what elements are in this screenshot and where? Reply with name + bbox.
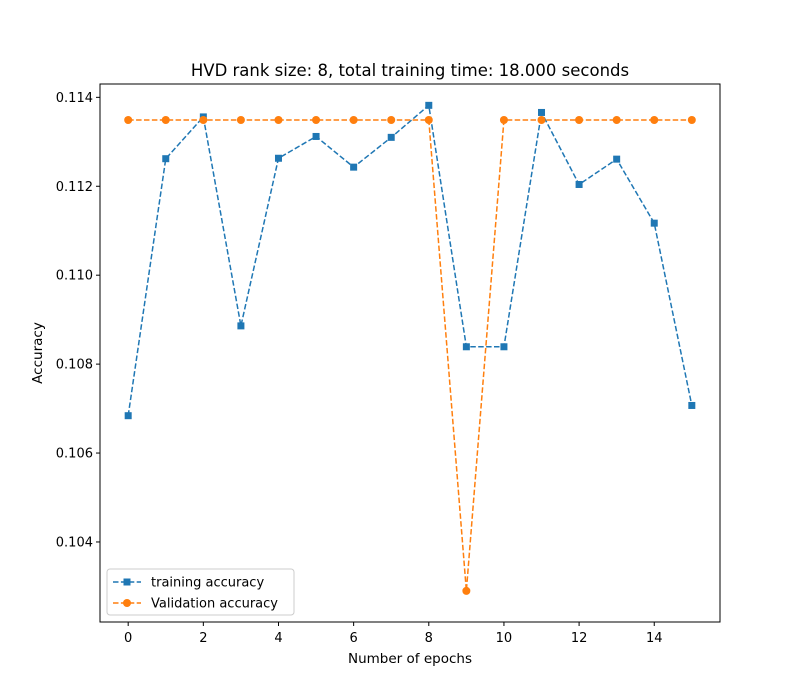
y-tick-label: 0.104	[56, 535, 93, 550]
data-point	[274, 116, 283, 125]
data-point	[575, 116, 584, 125]
data-point	[237, 322, 245, 330]
data-point	[199, 116, 208, 125]
data-point	[312, 132, 320, 140]
data-point	[312, 116, 321, 125]
data-point	[274, 154, 282, 162]
x-tick-label: 6	[349, 631, 357, 646]
data-point	[424, 116, 433, 125]
data-point	[162, 155, 170, 163]
chart-title: HVD rank size: 8, total training time: 1…	[191, 61, 629, 80]
data-point	[613, 155, 621, 163]
data-point	[387, 116, 396, 125]
x-tick-label: 12	[571, 631, 588, 646]
data-point	[124, 412, 132, 420]
data-point	[349, 116, 358, 125]
legend-label-1: Validation accuracy	[151, 597, 278, 612]
y-axis-label: Accuracy	[30, 322, 46, 384]
y-tick-label: 0.110	[56, 269, 93, 284]
x-tick-label: 2	[199, 631, 207, 646]
data-point	[350, 163, 358, 171]
x-tick-label: 8	[425, 631, 433, 646]
y-tick-label: 0.114	[56, 91, 93, 106]
y-axis: 0.104 0.106 0.108 0.110 0.112 0.114	[56, 91, 100, 550]
data-point	[462, 586, 471, 595]
x-tick-label: 10	[496, 631, 513, 646]
plot-frame	[99, 83, 721, 623]
plot-area	[100, 84, 720, 622]
data-point	[650, 219, 658, 227]
y-tick-label: 0.112	[56, 180, 93, 195]
data-point	[688, 401, 696, 409]
data-point	[538, 108, 546, 116]
data-point	[425, 101, 433, 109]
legend-marker-0	[123, 578, 131, 586]
x-tick-label: 14	[646, 631, 663, 646]
data-point	[161, 116, 170, 125]
x-tick-label: 4	[274, 631, 282, 646]
data-point	[387, 133, 395, 141]
y-tick-label: 0.108	[56, 358, 93, 373]
data-point	[612, 116, 621, 125]
legend-box	[106, 568, 295, 616]
data-point	[687, 116, 696, 125]
series-line-0	[127, 103, 693, 416]
data-point	[124, 116, 133, 125]
data-point	[500, 343, 508, 351]
series-layer	[124, 101, 696, 595]
data-point	[650, 116, 659, 125]
legend-label-0: training accuracy	[151, 576, 264, 591]
legend: training accuracy Validation accuracy	[106, 568, 295, 616]
x-axis: 0 2 4 6 8 10 12 14	[124, 622, 663, 646]
data-point	[575, 180, 583, 188]
data-point	[236, 116, 245, 125]
legend-marker-1	[123, 599, 131, 607]
x-axis-label: Number of epochs	[348, 651, 472, 667]
data-point	[462, 343, 470, 351]
x-tick-label: 0	[124, 631, 132, 646]
data-point	[499, 116, 508, 125]
data-point	[537, 116, 546, 125]
series-line-1	[128, 119, 692, 591]
y-tick-label: 0.106	[56, 447, 93, 462]
